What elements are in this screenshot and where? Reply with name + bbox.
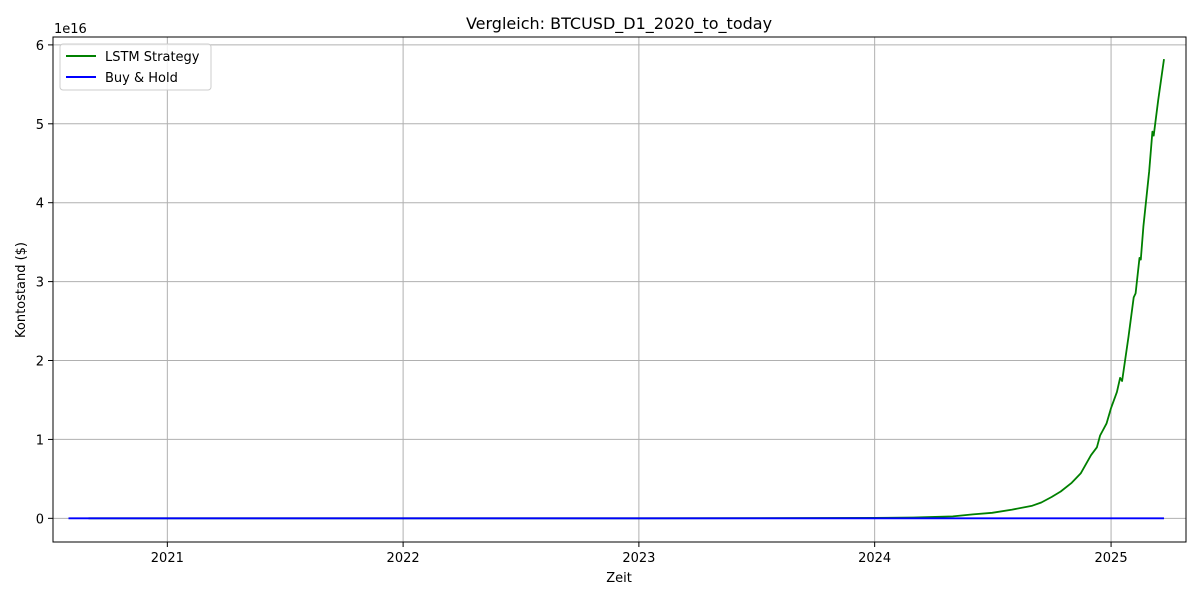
legend-box <box>59 43 212 91</box>
legend-label-buy-hold: Buy & Hold <box>105 71 178 86</box>
grid <box>53 37 1186 542</box>
plot-area-frame <box>52 36 1187 543</box>
y-tick-label: 0 <box>36 512 44 527</box>
series-line-lstm-strategy <box>88 58 1165 520</box>
y-axis-offset-label: 1e16 <box>54 22 87 37</box>
x-axis-label: Zeit <box>606 571 632 586</box>
y-axis-ticks: 0 1 2 3 4 5 6 <box>36 39 53 527</box>
x-tick-label: 2024 <box>858 551 891 566</box>
y-tick-label: 2 <box>36 355 44 370</box>
x-tick-label: 2022 <box>387 551 420 566</box>
series-lines <box>68 58 1165 520</box>
x-axis-ticks: 2021 2022 2023 2024 2025 <box>151 542 1128 566</box>
y-tick-label: 4 <box>36 197 44 212</box>
y-tick-label: 5 <box>36 118 44 133</box>
legend-label-lstm-strategy: LSTM Strategy <box>105 50 200 65</box>
x-tick-label: 2025 <box>1095 551 1128 566</box>
x-tick-label: 2021 <box>151 551 184 566</box>
chart-title: Vergleich: BTCUSD_D1_2020_to_today <box>466 14 772 34</box>
y-tick-label: 3 <box>36 276 44 291</box>
y-tick-label: 1 <box>36 433 44 448</box>
y-axis-label: Kontostand ($) <box>14 242 29 338</box>
legend: LSTM Strategy Buy & Hold <box>59 43 212 91</box>
y-tick-label: 6 <box>36 39 44 54</box>
x-tick-label: 2023 <box>622 551 655 566</box>
